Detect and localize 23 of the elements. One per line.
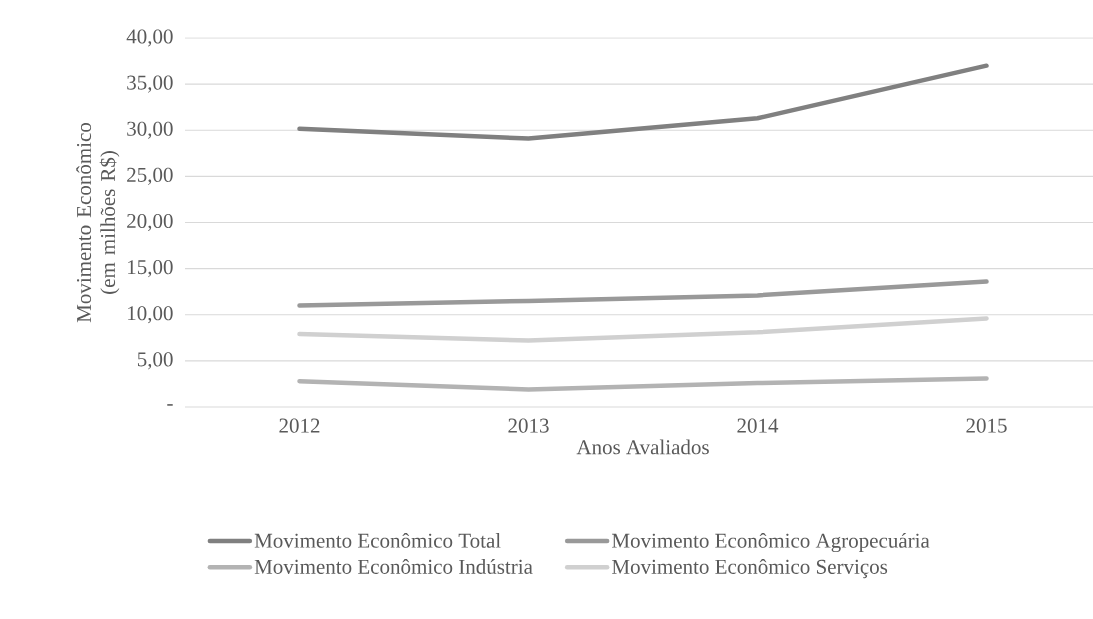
line-series: [297, 63, 989, 141]
x-tick-label: 2012: [279, 418, 320, 433]
x-tick-label: 2014: [737, 418, 779, 433]
line-series: [297, 279, 989, 308]
y-axis-title: Movimento Econômico (em milhões R$): [76, 122, 120, 323]
y-tick-label: 40,00: [126, 29, 173, 47]
x-tick-label: 2015: [966, 418, 1007, 433]
y-tick-label: 10,00: [128, 306, 173, 324]
y-tick-label: 15,00: [128, 260, 173, 278]
line-series: [297, 376, 989, 392]
y-tick-label: 5,00: [137, 352, 173, 370]
legend-label: Movimento Econômico Total: [254, 532, 501, 548]
legend-label: Movimento Econômico Agropecuária: [612, 532, 930, 553]
line-series: [297, 316, 989, 343]
y-tick-label: -: [167, 404, 173, 406]
legend-label: Movimento Econômico Indústria: [254, 559, 533, 574]
x-tick-label: 2013: [508, 418, 549, 433]
y-tick-label: 20,00: [127, 213, 173, 232]
y-tick-label: 35,00: [127, 75, 173, 93]
y-tick-label: 30,00: [127, 121, 173, 139]
legend-label: Movimento Econômico Serviços: [612, 559, 888, 579]
y-tick-label: 25,00: [127, 167, 173, 185]
x-axis-title: Anos Avaliados: [576, 439, 709, 455]
